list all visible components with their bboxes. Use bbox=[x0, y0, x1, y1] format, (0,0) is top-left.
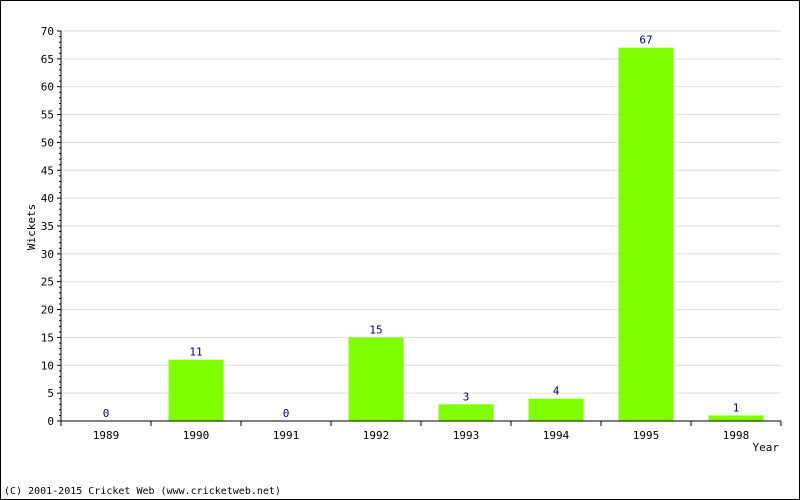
y-tick-label: 15 bbox=[41, 331, 54, 344]
y-tick-label: 50 bbox=[41, 136, 54, 149]
x-tick-label-1991: 1991 bbox=[273, 429, 300, 442]
data-label-1992: 15 bbox=[369, 323, 382, 336]
y-tick-label: 5 bbox=[47, 387, 54, 400]
y-tick-label: 40 bbox=[41, 192, 54, 205]
data-label-1995: 67 bbox=[639, 34, 652, 47]
data-label-1993: 3 bbox=[463, 390, 470, 403]
y-tick-label: 35 bbox=[41, 220, 54, 233]
x-tick-label-1989: 1989 bbox=[93, 429, 120, 442]
y-tick-label: 0 bbox=[47, 415, 54, 428]
data-label-1989: 0 bbox=[103, 407, 110, 420]
y-tick-label: 25 bbox=[41, 276, 54, 289]
bar-1990 bbox=[168, 359, 224, 421]
y-tick-label: 55 bbox=[41, 109, 54, 122]
copyright-footer: (C) 2001-2015 Cricket Web (www.cricketwe… bbox=[4, 486, 281, 497]
x-axis-title: Year bbox=[753, 441, 780, 454]
bar-1992 bbox=[348, 337, 404, 421]
bar-1993 bbox=[438, 404, 494, 421]
y-tick-label: 45 bbox=[41, 164, 54, 177]
y-tick-label: 60 bbox=[41, 81, 54, 94]
data-label-1991: 0 bbox=[283, 407, 290, 420]
x-tick-label-1998: 1998 bbox=[723, 429, 750, 442]
labels: 0 5 10 15 20 25 30 35 40 45 50 55 60 65 70 0 1989 11 1990 0… bbox=[41, 25, 750, 442]
bars bbox=[168, 47, 764, 421]
y-tick-label: 10 bbox=[41, 359, 54, 372]
y-tick-label: 70 bbox=[41, 25, 54, 38]
bar-1995 bbox=[618, 47, 674, 421]
x-tick-label-1992: 1992 bbox=[363, 429, 390, 442]
data-label-1990: 11 bbox=[189, 346, 202, 359]
y-tick-label: 20 bbox=[41, 304, 54, 317]
x-tick-label-1994: 1994 bbox=[543, 429, 570, 442]
x-tick-label-1990: 1990 bbox=[183, 429, 210, 442]
x-tick-label-1995: 1995 bbox=[633, 429, 660, 442]
data-label-1998: 1 bbox=[733, 401, 740, 414]
bar-1998 bbox=[708, 415, 764, 421]
bar-1994 bbox=[528, 398, 584, 421]
data-label-1994: 4 bbox=[553, 385, 560, 398]
y-axis-title: Wickets bbox=[25, 204, 38, 250]
y-tick-label: 30 bbox=[41, 248, 54, 261]
axes bbox=[57, 30, 782, 426]
y-tick-label: 65 bbox=[41, 53, 54, 66]
x-tick-label-1993: 1993 bbox=[453, 429, 480, 442]
